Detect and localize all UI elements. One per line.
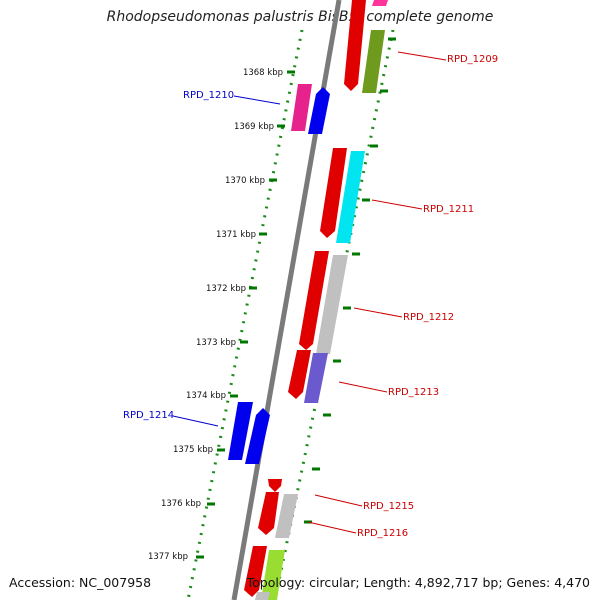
tick-label: 1369 kbp (234, 122, 274, 132)
category-stripe-magenta (291, 84, 312, 131)
leader-line (172, 415, 219, 427)
gene-arrow-rpd-1214[interactable] (228, 402, 253, 460)
gene-arrow-rpd-1212[interactable] (299, 251, 329, 350)
gene-arrow-rpd-1216[interactable] (244, 546, 267, 597)
gene-arrow-rpd-1209[interactable] (344, 0, 366, 91)
gene-arrow-rpd-1210[interactable] (308, 87, 330, 134)
category-stripe-grey (316, 255, 348, 354)
tick-label: 1375 kbp (173, 445, 213, 455)
right-track-ticks (304, 37, 396, 524)
leader-line (397, 51, 447, 61)
tick-label: 1377 kbp (148, 552, 188, 562)
reverse-strand-genes (228, 84, 330, 464)
category-stripe-grey (255, 592, 270, 600)
leader-line (314, 494, 363, 507)
leader-line (353, 307, 403, 318)
map-title: Rhodopseudomonas palustris BisB5, comple… (106, 9, 494, 25)
gene-arrow-rpd-1215-b[interactable] (258, 492, 279, 535)
leader-line (371, 199, 423, 210)
tick-label: 1368 kbp (243, 68, 283, 78)
gene-arrow-rpd-1211[interactable] (320, 148, 347, 238)
gene-label-rpd-1211[interactable]: RPD_1211 (423, 204, 474, 215)
tick-label: 1371 kbp (216, 230, 256, 240)
gene-label-rpd-1214[interactable]: RPD_1214 (123, 410, 174, 421)
accession-label: Accession: NC_007958 (9, 575, 152, 590)
forward-strand-genes (244, 0, 388, 600)
gene-label-rpd-1212[interactable]: RPD_1212 (403, 312, 454, 323)
category-stripe-olive (362, 30, 385, 93)
left-track-ticks (196, 70, 295, 559)
tick-label: 1372 kbp (206, 284, 246, 294)
gene-label-rpd-1216[interactable]: RPD_1216 (357, 528, 408, 539)
category-stripe-cyan (336, 151, 365, 243)
gene-label-rpd-1209[interactable]: RPD_1209 (447, 54, 498, 65)
gene-arrow-rpd-1213[interactable] (288, 350, 311, 399)
topology-summary: Topology: circular; Length: 4,892,717 bp… (246, 575, 590, 590)
tick-label: 1373 kbp (196, 338, 236, 348)
leader-line (338, 381, 388, 393)
category-stripe-lime (261, 550, 285, 600)
tick-label: 1370 kbp (225, 176, 265, 186)
gene-label-rpd-1213[interactable]: RPD_1213 (388, 387, 439, 398)
gene-arrow-rpd-1215[interactable] (268, 479, 282, 492)
category-stripe-grey (275, 494, 298, 538)
leader-line (233, 95, 281, 105)
gene-arrow-rpd-1214-b[interactable] (245, 408, 270, 464)
leader-line (307, 521, 357, 534)
tick-label: 1374 kbp (186, 391, 226, 401)
tick-label: 1376 kbp (161, 499, 201, 509)
category-stripe-pink (372, 0, 388, 6)
gene-label-rpd-1210[interactable]: RPD_1210 (183, 90, 234, 101)
gene-label-rpd-1215[interactable]: RPD_1215 (363, 501, 414, 512)
category-stripe-purple (304, 353, 328, 403)
